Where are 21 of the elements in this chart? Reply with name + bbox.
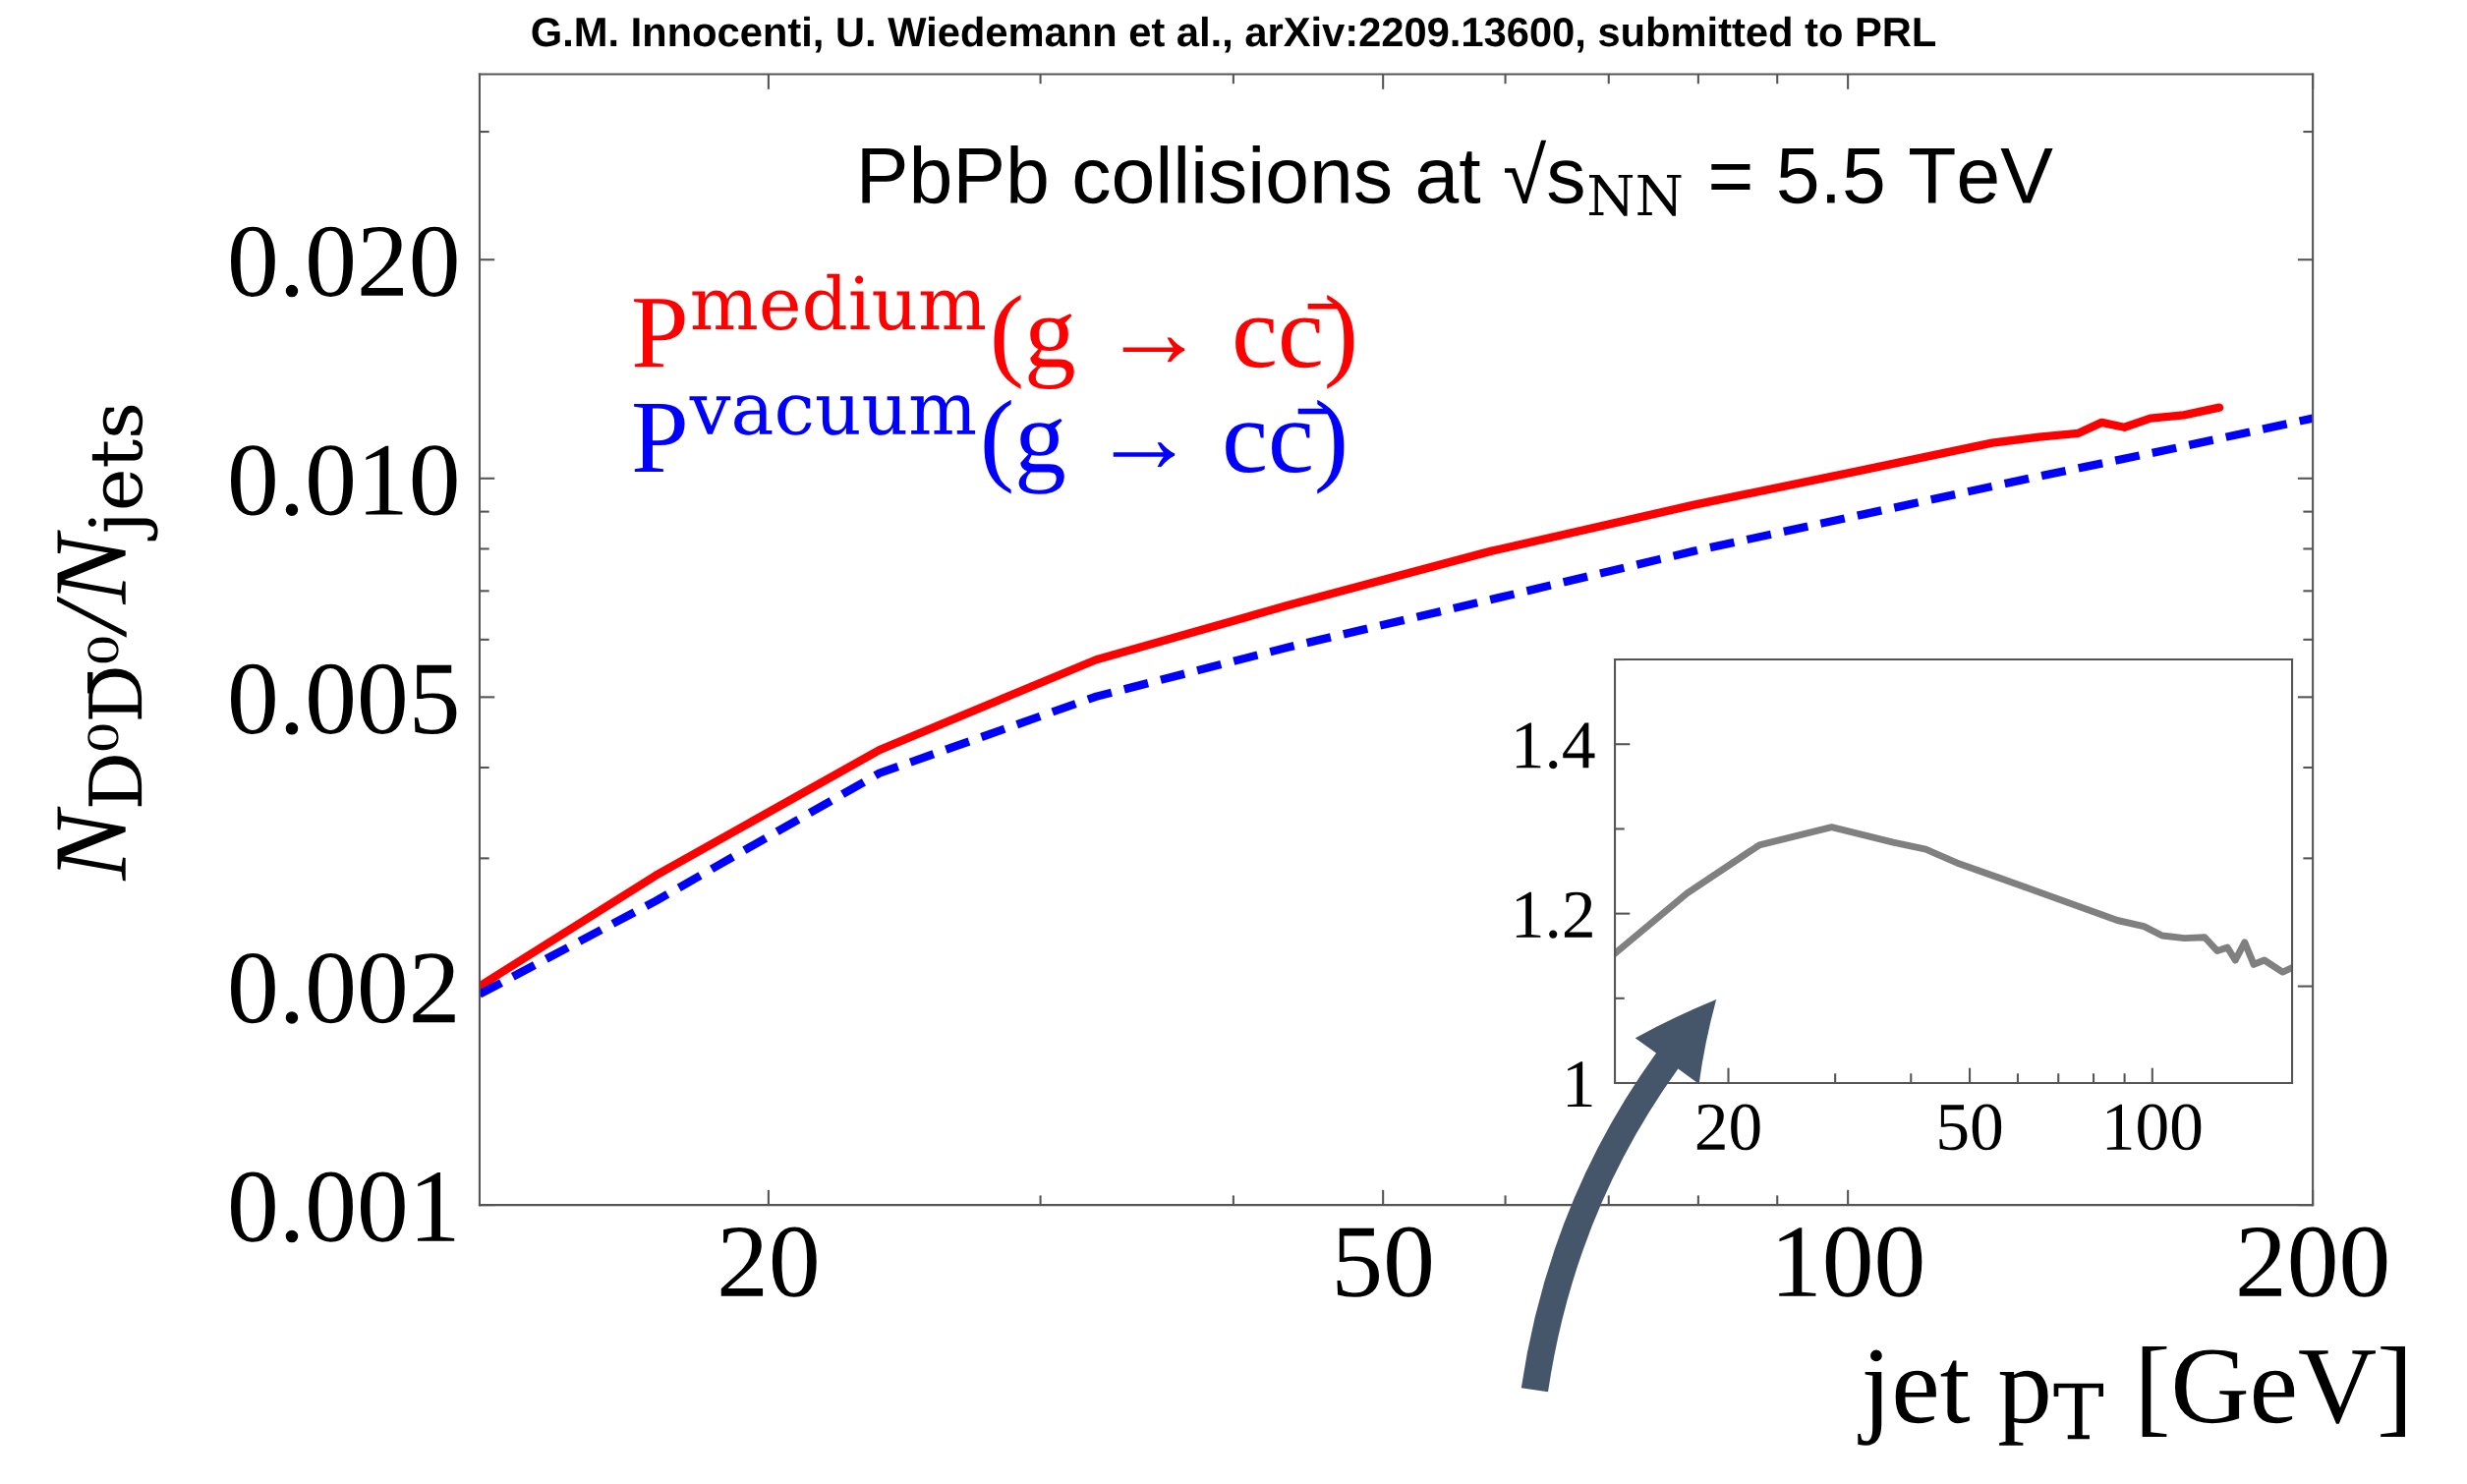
y-tick-label: 0.001 bbox=[231, 1171, 455, 1243]
x-axis-title: jet p$_{T}$ [GeV] bbox=[1858, 1345, 2405, 1446]
y-tick-label: 0.010 bbox=[231, 445, 457, 516]
x-tick-label: 50 bbox=[1337, 1227, 1431, 1297]
x-tick-label: 100 bbox=[2106, 1104, 2202, 1151]
y-tick-label: 1 bbox=[1567, 1061, 1592, 1108]
annotation: PbPb collisions at √s$_{NN}$ = 5.5 TeV bbox=[862, 140, 2053, 216]
x-tick-label: 200 bbox=[2239, 1227, 2387, 1297]
y-tick-label: 0.002 bbox=[231, 952, 455, 1024]
series-label: P$^{vacuum}$(g → cc̄) bbox=[634, 395, 1345, 494]
y-tick-label: 1.2 bbox=[1516, 891, 1592, 939]
y-tick-label: 1.4 bbox=[1516, 722, 1595, 770]
series-label: P$^{medium}$(g → cc̄) bbox=[634, 273, 1354, 390]
x-tick-label: 100 bbox=[1779, 1227, 1922, 1297]
x-tick-label: 20 bbox=[720, 1227, 817, 1297]
x-tick-label: 20 bbox=[1696, 1104, 1760, 1151]
y-axis-title: N$_{D⁰D̄⁰}$/N$_{jets}$ bbox=[57, 405, 158, 882]
y-tick-label: 0.005 bbox=[231, 663, 457, 735]
y-tick-label: 0.020 bbox=[231, 226, 457, 298]
chart-title: G.M. Innocenti, U. Wiedemann et al., arXiv:2209.13600, submitted to PRL bbox=[532, 16, 1936, 53]
x-tick-label: 50 bbox=[1939, 1104, 2002, 1151]
